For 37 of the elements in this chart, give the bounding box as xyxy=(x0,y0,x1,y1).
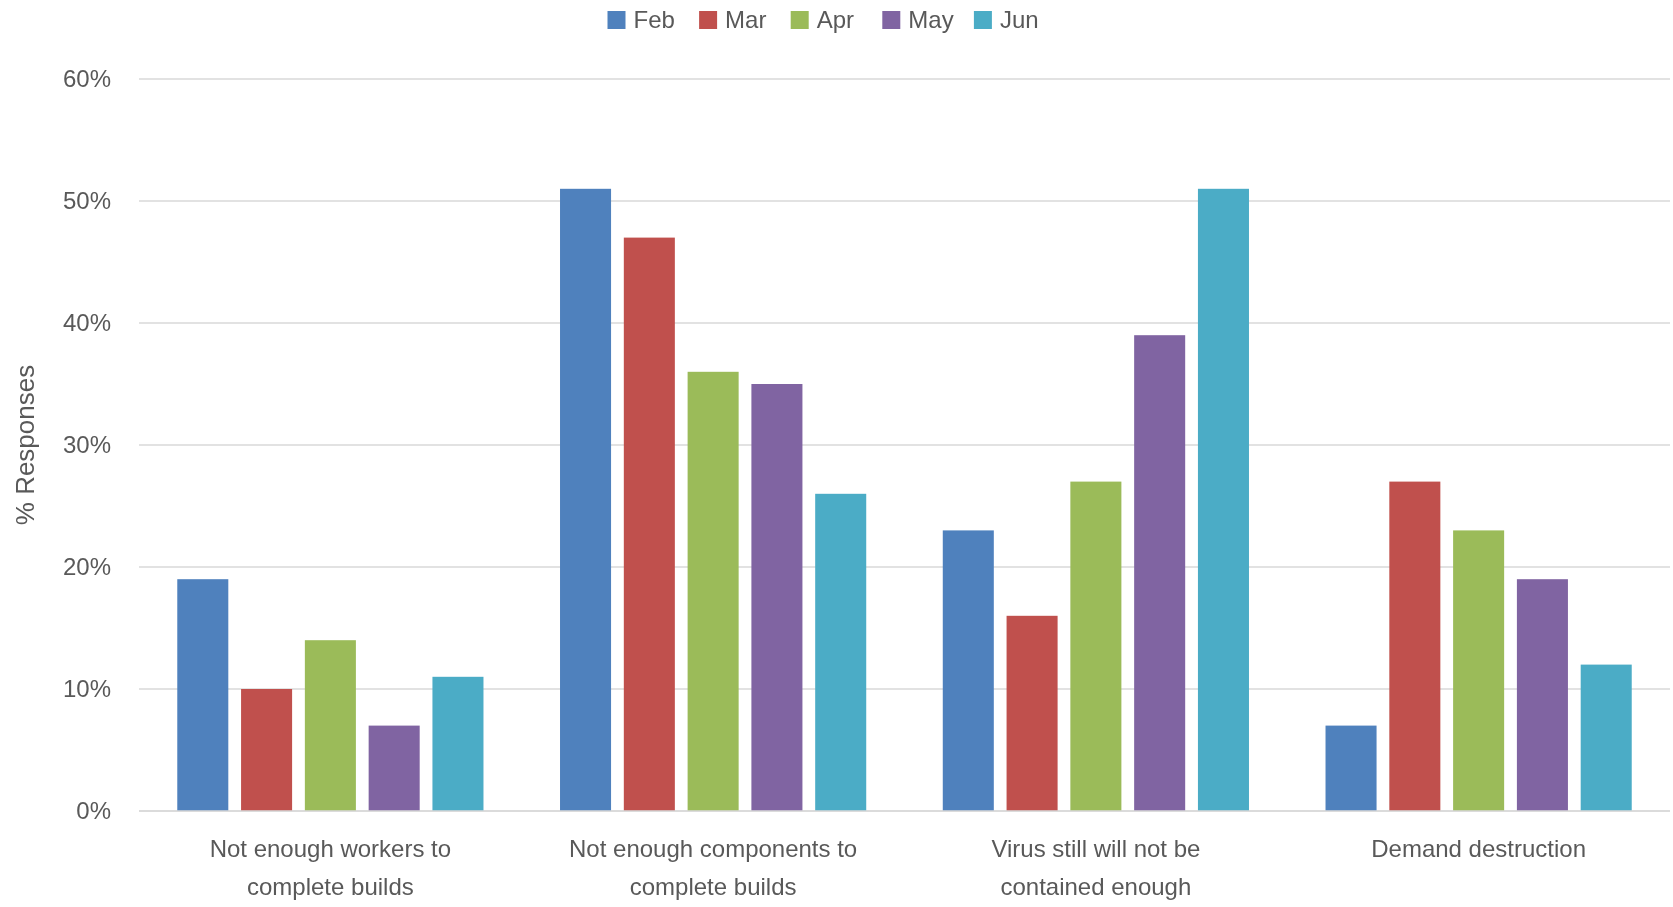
bar xyxy=(623,237,675,811)
legend-label: Apr xyxy=(816,6,855,34)
bar xyxy=(1580,664,1632,811)
bar xyxy=(177,579,229,811)
bar xyxy=(1453,530,1505,811)
bar xyxy=(432,676,484,811)
bar xyxy=(942,530,994,811)
bar xyxy=(1070,481,1122,811)
bar xyxy=(368,725,420,811)
bar xyxy=(687,371,739,811)
y-tick-label: 20% xyxy=(62,553,111,581)
bar xyxy=(751,384,803,811)
legend-label: Jun xyxy=(999,6,1039,34)
y-tick-label: 0% xyxy=(76,797,111,825)
y-tick-label: 60% xyxy=(62,65,111,93)
legend-label: Mar xyxy=(725,6,767,34)
bar xyxy=(1006,615,1058,811)
bar xyxy=(815,493,867,811)
bar xyxy=(304,640,356,811)
y-axis-title: % Responses xyxy=(10,364,40,526)
bar xyxy=(1134,335,1186,811)
bar xyxy=(241,689,293,811)
x-tick-label: Virus still will not be contained enough xyxy=(991,835,1201,900)
bar xyxy=(1516,579,1568,811)
x-tick-label: Demand destruction xyxy=(1371,835,1587,862)
y-tick-label: 40% xyxy=(62,309,111,337)
y-tick-label: 10% xyxy=(62,675,111,703)
bar xyxy=(560,188,612,811)
x-tick-label: Not enough components to complete builds xyxy=(569,835,858,900)
bar xyxy=(1325,725,1377,811)
bar xyxy=(1197,188,1249,811)
y-tick-label: 50% xyxy=(62,187,111,215)
legend-label: May xyxy=(908,6,954,34)
y-tick-label: 30% xyxy=(62,431,111,459)
legend-label: Feb xyxy=(633,6,675,34)
x-tick-label: Not enough workers to complete builds xyxy=(209,835,452,900)
bar xyxy=(1389,481,1441,811)
